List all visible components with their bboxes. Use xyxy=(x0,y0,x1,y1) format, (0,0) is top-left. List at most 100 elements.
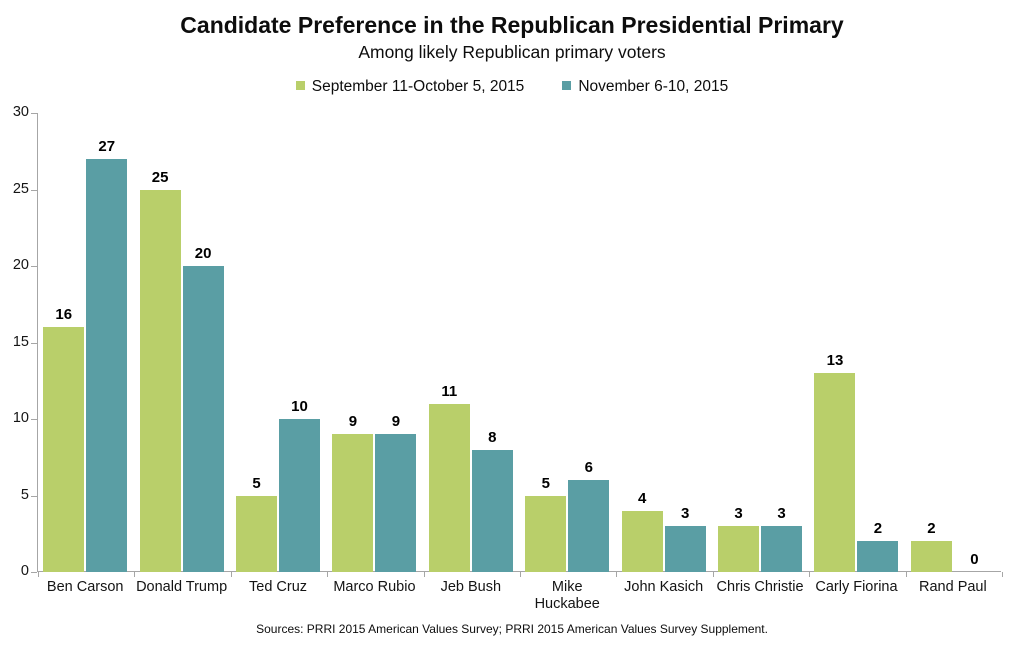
bar-john-kasich-september xyxy=(621,510,663,572)
bar-rand-paul-september xyxy=(910,541,952,572)
bar-donald-trump-september xyxy=(139,189,181,572)
bar-john-kasich-november xyxy=(664,526,706,572)
bar-value-label: 6 xyxy=(584,459,593,477)
category-label: John Kasich xyxy=(624,579,704,595)
bar-slot: 25 xyxy=(139,169,181,572)
legend-swatch-september-icon xyxy=(295,81,305,90)
bar-value-label: 25 xyxy=(151,168,169,186)
chart-title: Candidate Preference in the Republican P… xyxy=(180,12,844,38)
y-axis-tick-label: 30 xyxy=(12,104,29,120)
bar-slot: 16 xyxy=(43,306,85,572)
bar-group-jeb-bush: 11 8 Jeb Bush xyxy=(423,113,519,614)
y-axis-tick-label: 25 xyxy=(12,180,29,197)
bar-value-label: 5 xyxy=(541,474,550,492)
source-note: Sources: PRRI 2015 American Values Surve… xyxy=(256,622,768,636)
bar-value-label: 27 xyxy=(98,137,116,155)
bar-groups: 16 27 Ben Carson 25 20 Donald Trump 5 10 Ted Cru… xyxy=(37,113,1001,614)
bar-value-label: 5 xyxy=(252,474,261,492)
y-axis-tick xyxy=(31,189,37,191)
y-axis-tick-label: 20 xyxy=(12,257,29,273)
x-axis-tick xyxy=(423,572,425,577)
y-axis-tick-label: 10 xyxy=(12,410,29,426)
bar-slot: 13 xyxy=(814,352,856,572)
bar-group-carly-fiorina: 13 2 Carly Fiorina xyxy=(808,113,904,614)
category-label: Donald Trump xyxy=(136,579,228,595)
y-axis-tick-label: 5 xyxy=(20,486,29,503)
chart-subtitle: Among likely Republican primary voters xyxy=(358,42,666,62)
bar-value-label: 9 xyxy=(391,413,401,431)
category-label: Marco Rubio xyxy=(333,579,416,595)
bar-value-label: 2 xyxy=(927,520,936,538)
bar-pair: 13 2 xyxy=(808,113,904,572)
bar-pair: 16 27 xyxy=(37,113,133,572)
bar-group-chris-christie: 3 3 Chris Christie xyxy=(712,113,808,614)
legend-swatch-november-icon xyxy=(562,81,572,90)
bar-donald-trump-november xyxy=(182,266,224,572)
bar-value-label: 2 xyxy=(873,520,883,538)
legend: September 11-October 5, 2015 November 6-… xyxy=(0,78,1024,96)
bar-jeb-bush-november xyxy=(471,449,513,572)
bar-carly-fiorina-november xyxy=(857,541,899,572)
bar-jeb-bush-september xyxy=(428,403,470,572)
legend-label-november: November 6-10, 2015 xyxy=(578,78,729,95)
y-axis-tick-label: 0 xyxy=(20,563,29,579)
legend-item-november: November 6-10, 2015 xyxy=(562,78,728,96)
bar-value-label: 3 xyxy=(680,505,690,523)
bar-value-label: 3 xyxy=(734,505,743,523)
x-axis-tick xyxy=(1002,572,1003,577)
category-label: Ben Carson xyxy=(46,579,124,595)
bar-marco-rubio-november xyxy=(375,434,417,572)
bar-slot: 3 xyxy=(761,505,803,572)
bar-group-marco-rubio: 9 9 Marco Rubio xyxy=(326,113,422,614)
bar-slot: 2 xyxy=(910,520,952,572)
bar-group-ben-carson: 16 27 Ben Carson xyxy=(37,113,133,614)
y-axis-tick xyxy=(31,419,37,420)
bar-value-label: 3 xyxy=(777,505,786,523)
legend-item-september: September 11-October 5, 2015 xyxy=(295,78,524,96)
bar-mike-huckabee-september xyxy=(525,495,567,572)
bar-slot: 27 xyxy=(86,138,128,572)
bar-marco-rubio-september xyxy=(332,434,374,572)
bar-value-label: 11 xyxy=(441,382,458,400)
bar-ted-cruz-september xyxy=(236,495,278,572)
bar-ben-carson-september xyxy=(43,327,85,572)
y-axis-tick xyxy=(31,113,37,114)
bar-pair: 5 10 xyxy=(230,113,326,572)
bar-group-john-kasich: 4 3 John Kasich xyxy=(615,113,711,614)
bar-slot: 20 xyxy=(182,245,224,572)
bar-group-ted-cruz: 5 10 Ted Cruz xyxy=(230,113,326,614)
x-axis-tick xyxy=(230,572,232,577)
x-axis-tick xyxy=(616,572,618,577)
bar-mike-huckabee-november xyxy=(568,480,610,572)
bar-group-donald-trump: 25 20 Donald Trump xyxy=(133,113,229,614)
bar-slot: 8 xyxy=(471,429,513,572)
bar-group-rand-paul: 2 0 Rand Paul xyxy=(905,113,1001,614)
bar-slot: 3 xyxy=(718,505,760,572)
x-axis-tick xyxy=(712,572,714,577)
category-label: Ted Cruz xyxy=(249,579,308,595)
category-label: Jeb Bush xyxy=(440,579,502,595)
bar-value-label: 0 xyxy=(970,551,979,568)
category-label: Rand Paul xyxy=(919,579,987,595)
bar-value-label: 9 xyxy=(348,413,358,431)
bar-pair: 11 8 xyxy=(423,113,519,572)
y-axis-tick xyxy=(31,266,37,267)
x-axis-tick xyxy=(134,572,136,577)
bar-value-label: 8 xyxy=(488,428,497,446)
bar-ben-carson-november xyxy=(86,158,128,572)
y-axis-tick xyxy=(31,495,37,497)
bar-slot: 9 xyxy=(375,413,417,572)
bar-slot: 10 xyxy=(279,398,321,572)
bar-value-label: 13 xyxy=(826,352,844,370)
bar-slot: 5 xyxy=(236,475,278,572)
bar-value-label: 20 xyxy=(194,245,212,262)
bar-slot: 11 xyxy=(428,383,470,572)
plot-area xyxy=(31,113,1003,577)
x-axis-tick xyxy=(809,572,811,577)
bar-chris-christie-september xyxy=(718,526,760,572)
